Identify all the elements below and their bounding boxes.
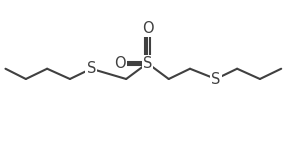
Text: S: S	[87, 61, 96, 76]
Text: O: O	[114, 56, 126, 71]
Text: O: O	[142, 21, 153, 36]
Text: S: S	[211, 72, 220, 86]
Text: S: S	[143, 56, 152, 71]
